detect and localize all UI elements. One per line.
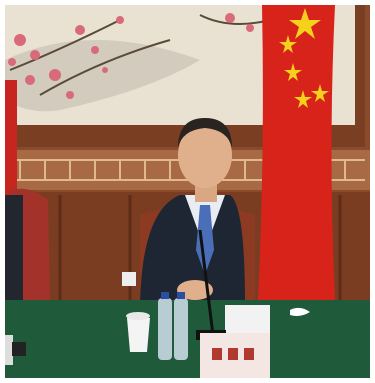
paper — [225, 305, 270, 335]
mask — [290, 307, 310, 316]
microphone — [198, 229, 215, 336]
flag — [258, 5, 335, 300]
bottle-cap — [177, 292, 185, 299]
person-left — [5, 195, 23, 305]
flag-stars — [279, 8, 329, 108]
hair — [178, 118, 232, 148]
frame-side — [355, 5, 365, 145]
nameplate-marks — [212, 348, 254, 360]
bottle-cap — [161, 292, 169, 299]
painting-rock — [5, 40, 200, 112]
left-flag — [5, 80, 17, 210]
bottle — [158, 298, 172, 360]
tie — [196, 205, 214, 275]
suit — [140, 195, 245, 305]
device-left — [12, 342, 26, 356]
blossoms — [8, 13, 254, 99]
outlet — [122, 272, 136, 286]
hands — [177, 280, 213, 300]
object-left — [5, 335, 13, 365]
cup — [127, 318, 150, 352]
cup-lid — [126, 312, 150, 320]
face — [178, 122, 232, 188]
bottle — [174, 298, 188, 360]
